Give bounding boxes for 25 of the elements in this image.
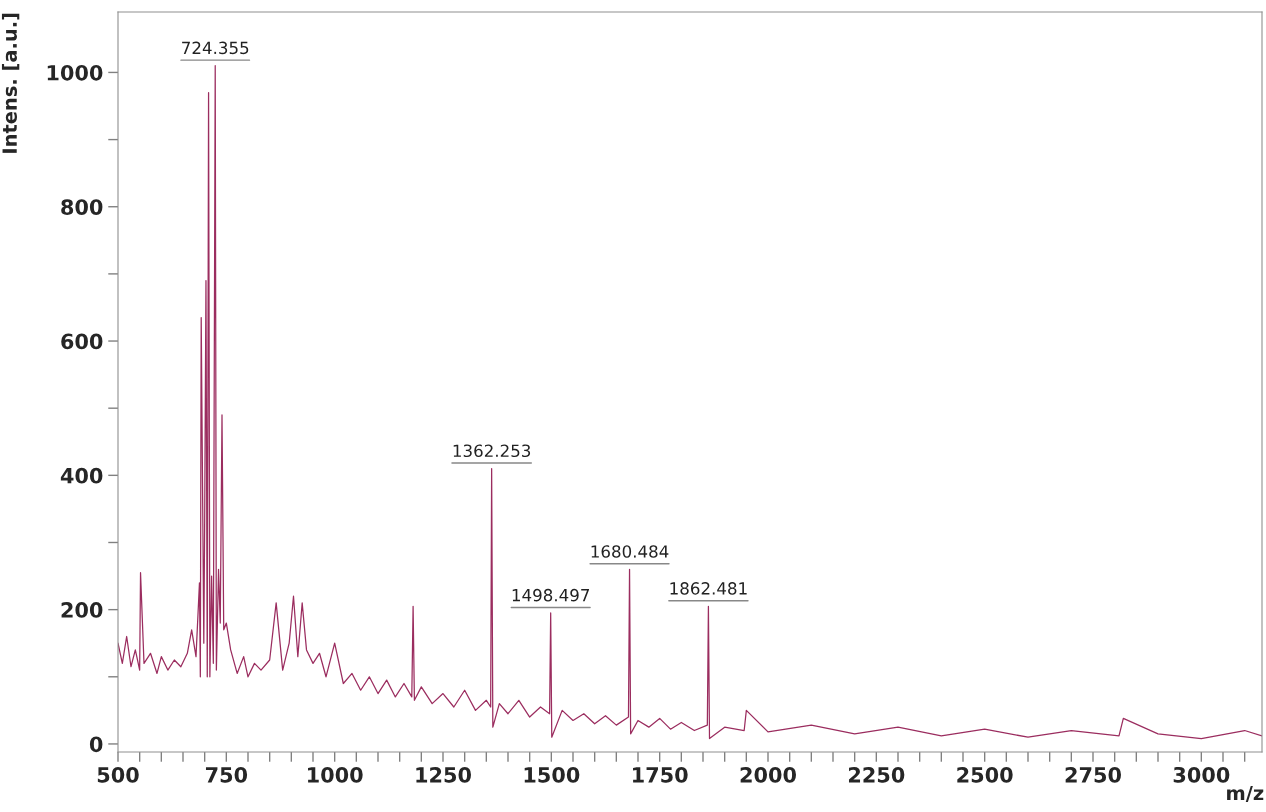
y-axis-title: Intens. [a.u.] bbox=[1, 13, 20, 153]
x-tick-label: 2500 bbox=[957, 766, 1013, 783]
annotation: 1862.481 bbox=[670, 582, 747, 595]
x-tick-label: 1500 bbox=[524, 766, 580, 783]
annotation: 1498.497 bbox=[512, 588, 590, 602]
x-tick-label: 2750 bbox=[1065, 766, 1121, 783]
annotation: 1680.484 bbox=[591, 545, 669, 558]
x-axis-title: m/z bbox=[1227, 785, 1264, 802]
y-tick-label: 200 bbox=[61, 602, 103, 618]
y-tick-label: 0 bbox=[89, 736, 103, 753]
y-tick-label: 1000 bbox=[47, 64, 103, 81]
annotation: 1362.253 bbox=[453, 444, 531, 458]
annotation: 724.355 bbox=[182, 41, 249, 55]
x-tick-label: 3000 bbox=[1173, 766, 1230, 783]
x-tick-label: 2250 bbox=[848, 766, 905, 783]
x-tick-label: 750 bbox=[205, 766, 248, 783]
x-tick-label: 500 bbox=[97, 766, 139, 783]
x-tick-label: 1750 bbox=[633, 766, 688, 783]
x-tick-label: 2000 bbox=[740, 766, 796, 783]
y-tick-label: 400 bbox=[60, 467, 103, 484]
x-tick-label: 1000 bbox=[308, 766, 363, 783]
y-tick-label: 600 bbox=[61, 333, 103, 350]
line-series bbox=[118, 65, 1262, 740]
y-tick-label: 800 bbox=[61, 199, 103, 215]
x-tick-label: 1250 bbox=[416, 766, 471, 783]
